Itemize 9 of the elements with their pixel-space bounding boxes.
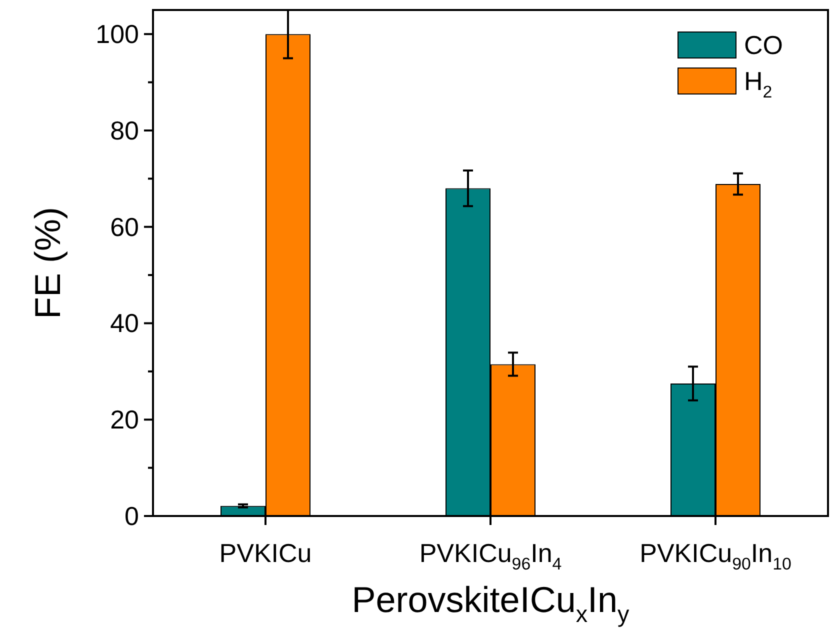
- legend-label: CO: [744, 30, 783, 60]
- y-tick-label: 100: [96, 19, 140, 50]
- y-tick-label: 80: [110, 115, 139, 146]
- y-tick-label: 20: [110, 404, 139, 435]
- y-tick-label: 0: [124, 501, 140, 531]
- y-tick-label: 40: [110, 308, 139, 338]
- x-tick-label: PVKICu: [219, 538, 312, 568]
- y-axis-title: FE (%): [27, 206, 68, 319]
- y-tick-label: 60: [110, 212, 139, 242]
